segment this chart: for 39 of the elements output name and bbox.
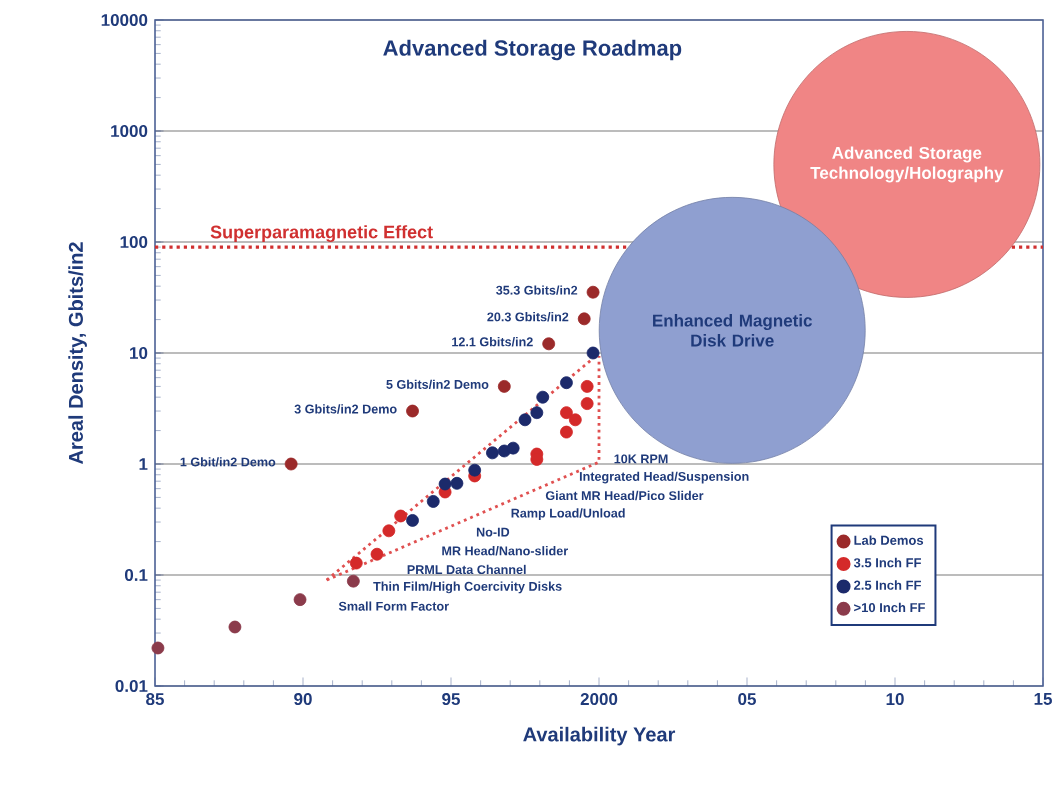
legend-label: >10 Inch FF: [854, 602, 925, 613]
y-tick-label: 1000: [111, 125, 148, 138]
annotation: 35.3 Gbits/in2: [496, 285, 578, 295]
annotation: 3 Gbits/in2 Demo: [294, 404, 397, 414]
y-tick-label: 0.1: [124, 569, 148, 582]
x-tick-label: 10: [886, 693, 904, 706]
x-tick-label: 05: [738, 693, 756, 706]
annotation: 20.3 Gbits/in2: [487, 312, 569, 322]
x-axis-title: Availability Year: [523, 726, 676, 746]
y-axis-title: Areal Density, Gbits/in2: [68, 242, 87, 465]
x-tick-label: 2000: [580, 693, 618, 706]
annotation: 12.1 Gbits/in2: [452, 337, 533, 347]
x-tick-label: 90: [294, 693, 312, 706]
annotation: 10K RPM: [614, 454, 668, 464]
x-tick-label: 15: [1034, 693, 1052, 705]
text: Advanced Storage Roadmap: [383, 39, 682, 61]
legend-label: 2.5 Inch FF: [854, 580, 921, 590]
annotation: 1 Gbit/in2 Demo: [180, 457, 276, 467]
annotation: No-ID: [476, 527, 510, 537]
y-tick-label: 1: [139, 458, 148, 470]
annotation: MR Head/Nano-slider: [442, 546, 568, 556]
legend-label: 3.5 Inch FF: [853, 557, 921, 568]
y-tick-label: 100: [120, 236, 148, 249]
annotation: Small Form Factor: [338, 601, 449, 611]
ref-line-label: Superparamagnetic Effect: [210, 225, 433, 243]
legend-label: Lab Demos: [854, 535, 924, 545]
annotation: Thin Film/High Coercivity Disks: [373, 581, 562, 594]
y-tick-label: 10000: [101, 14, 148, 27]
series-label: Enhanced Magnetic Disk Drive: [653, 314, 813, 347]
x-tick-label: 85: [146, 693, 164, 706]
x-tick-label: 95: [442, 693, 460, 706]
series-label: Advanced Storage Technology/Holography: [810, 146, 1004, 183]
y-tick-label: 10: [130, 347, 148, 360]
annotation: PRML Data Channel: [407, 564, 526, 575]
y-tick-label: 0.01: [115, 680, 148, 693]
annotation: Ramp Load/Unload: [511, 508, 625, 521]
annotation: 5 Gbits/in2 Demo: [386, 379, 489, 390]
annotation: Giant MR Head/Pico Slider: [545, 490, 704, 501]
annotation: Integrated Head/Suspension: [579, 471, 749, 484]
